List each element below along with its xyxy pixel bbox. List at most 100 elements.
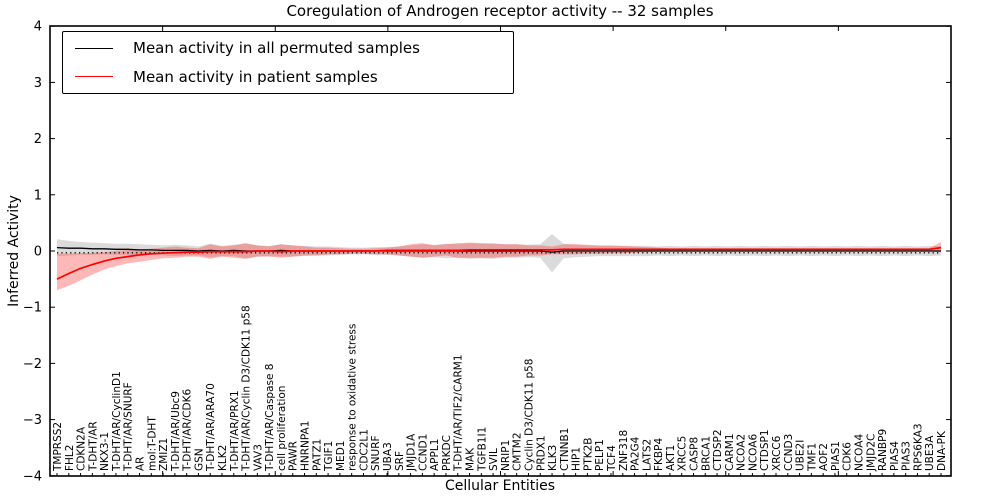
x-tick-label: APPL1 <box>429 439 441 471</box>
x-tick-label: T-DHT/AR/PRX1 <box>229 390 241 472</box>
x-tick-label: PIAS3 <box>901 441 913 471</box>
x-tick-label: CCND1 <box>417 434 429 471</box>
y-tick-label: −2 <box>23 357 42 372</box>
x-tick-label: T-DHT/AR/CDK6 <box>182 389 194 472</box>
x-tick-label: JMJD1A <box>406 433 418 472</box>
x-tick-label: ZMIZ1 <box>158 438 170 471</box>
x-tick-label: Cyclin D3/CDK11 p58 <box>524 359 536 471</box>
x-tick-label: T-DHT/AR/ARA70 <box>205 383 217 472</box>
x-tick-label: FHL2 <box>64 445 76 471</box>
permuted-std-band <box>57 234 941 273</box>
x-tick-label: NKX3-1 <box>99 432 111 471</box>
x-tick-label: UBE3A <box>924 435 936 471</box>
x-tick-label: PATZ1 <box>311 439 323 471</box>
x-tick-label: RPS6KA3 <box>912 423 924 471</box>
x-tick-label: T-DHT/AR/Ubc9 <box>170 391 182 472</box>
x-tick-label: PIAS4 <box>889 441 901 471</box>
y-tick-label: 1 <box>34 188 42 203</box>
y-tick-label: 3 <box>34 76 42 91</box>
x-tick-label: SRF <box>394 451 406 471</box>
x-tick-label: CDKN2A <box>76 426 88 471</box>
patient-std-band <box>57 242 941 291</box>
x-tick-label: CDC2L1 <box>359 429 371 471</box>
x-tick-label: T-DHT/AR/CyclinD1 <box>111 371 123 472</box>
x-tick-label: HNRNPA1 <box>300 421 312 471</box>
x-tick-label: XRCC6 <box>771 435 783 471</box>
legend-label-permuted: Mean activity in all permuted samples <box>133 39 420 58</box>
x-tick-label: cell proliferation <box>276 386 288 471</box>
patient-mean-line <box>56 246 942 280</box>
x-tick-label: MED1 <box>335 441 347 471</box>
x-tick-label: LATS2 <box>641 439 653 471</box>
x-tick-label: T-DHT/AR/Cyclin D3/CDK11 p58 <box>241 305 253 472</box>
y-tick-label: 4 <box>34 20 42 35</box>
x-tick-label: AOF2 <box>818 443 830 471</box>
legend-label-patient: Mean activity in patient samples <box>133 67 378 86</box>
x-tick-label: CTDSP2 <box>712 429 724 471</box>
x-tick-label: T-DHT/AR/Caspase 8 <box>264 364 276 472</box>
y-tick-label: 2 <box>34 132 42 147</box>
x-tick-label: PA2G4 <box>630 436 642 471</box>
x-tick-label: GSN <box>193 448 205 471</box>
legend: Mean activity in all permuted samples Me… <box>62 31 514 94</box>
x-tick-label: UBE2I <box>795 440 807 471</box>
x-tick-label: PRDX1 <box>535 435 547 471</box>
y-tick-label: −4 <box>23 469 42 484</box>
x-tick-label: MAK <box>465 447 477 471</box>
x-tick-label: PAWR <box>288 441 300 471</box>
x-tick-label: RANBP9 <box>877 429 889 471</box>
x-tick-label: XRCC5 <box>677 436 689 471</box>
chart-title: Coregulation of Androgen receptor activi… <box>286 2 714 20</box>
x-tick-label: BRCA1 <box>700 436 712 471</box>
x-tick-label: KLK3 <box>547 445 559 471</box>
permuted-line-swatch <box>75 47 113 49</box>
x-tick-label: CDK6 <box>842 442 854 471</box>
x-tick-label: CARM1 <box>724 433 736 471</box>
x-tick-label: AR <box>135 457 147 471</box>
y-tick-label: −1 <box>23 301 42 316</box>
x-tick-label: PRKDC <box>441 435 453 471</box>
x-tick-label: response to oxidative stress <box>347 324 359 471</box>
x-tick-label: JMJD2C <box>865 434 877 472</box>
x-tick-label: CTNNB1 <box>559 428 571 471</box>
x-tick-label: TGFB1I1 <box>476 427 488 472</box>
x-tick-label: VAV3 <box>252 444 264 471</box>
patient-line-swatch <box>75 76 113 78</box>
x-tick-label: TGIF1 <box>323 441 335 472</box>
x-tick-label: DNA-PK <box>936 430 948 471</box>
permuted-mean-line <box>56 246 941 253</box>
x-tick-label: CCND3 <box>783 434 795 471</box>
y-tick-label: 0 <box>34 245 42 260</box>
x-tick-label: KLK2 <box>217 445 229 471</box>
x-tick-label: PTK2B <box>582 437 594 471</box>
x-tick-label: TCF4 <box>606 445 618 472</box>
x-tick-label: mol:T-DHT <box>146 416 158 471</box>
x-tick-label: T-DHT/AR/SNURF <box>123 382 135 472</box>
x-tick-label: FKBP4 <box>653 438 665 471</box>
y-tick-label: −3 <box>23 413 42 428</box>
x-tick-label: PELP1 <box>594 439 606 471</box>
x-tick-label: UBA3 <box>382 442 394 471</box>
x-tick-label: TMPRSS2 <box>52 422 64 472</box>
x-tick-label: AKT1 <box>665 445 677 471</box>
x-tick-label: CASP8 <box>689 437 701 471</box>
x-tick-label: SNURF <box>370 435 382 471</box>
x-tick-label: PIAS1 <box>830 441 842 471</box>
x-tick-label: NCOA2 <box>736 434 748 471</box>
x-tick-label: ZNF318 <box>618 430 630 471</box>
x-tick-label: T-DHT/AR/TIF2/CARM1 <box>453 354 465 472</box>
x-tick-label: T-DHT/AR <box>87 421 99 472</box>
x-axis-label: Cellular Entities <box>444 478 556 494</box>
legend-entry-patient: Mean activity in patient samples <box>75 63 513 91</box>
x-tick-label: TMF1 <box>806 443 818 472</box>
x-tick-label: CTDSP1 <box>759 429 771 471</box>
x-tick-label: NCOA6 <box>747 434 759 471</box>
x-tick-label: SVIL <box>488 448 500 471</box>
legend-entry-permuted: Mean activity in all permuted samples <box>75 34 513 62</box>
x-tick-label: NRIP1 <box>500 440 512 471</box>
x-tick-label: CMTM2 <box>512 432 524 471</box>
x-tick-label: NCOA4 <box>854 434 866 471</box>
x-tick-label: HIP1 <box>571 447 583 471</box>
